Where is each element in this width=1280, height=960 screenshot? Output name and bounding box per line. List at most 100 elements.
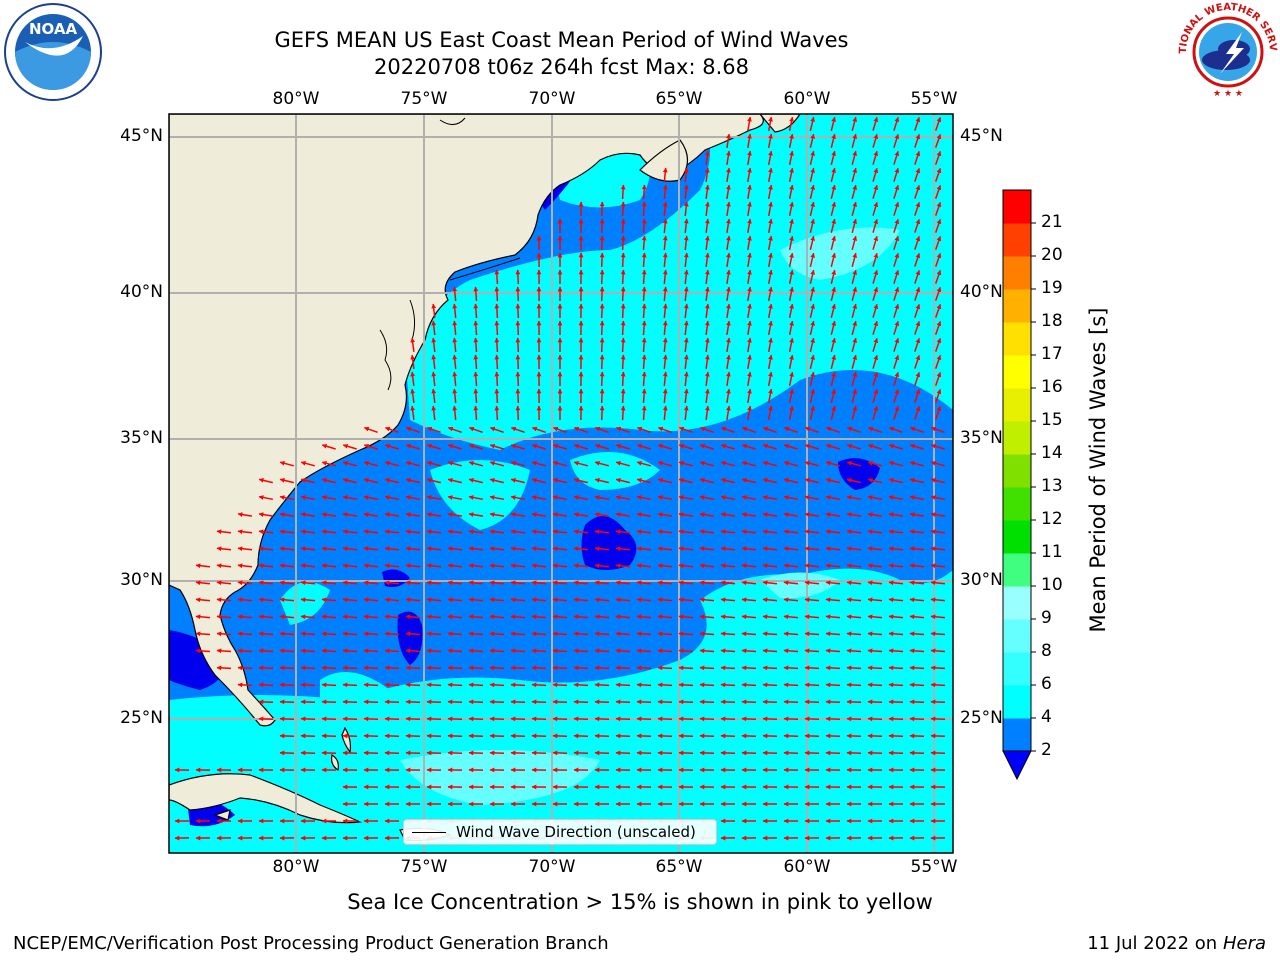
direction-arrow — [804, 563, 820, 569]
footer-host: Hera — [1222, 933, 1266, 954]
direction-arrow — [930, 665, 946, 671]
direction-arrow — [788, 184, 794, 199]
direction-arrow — [195, 580, 211, 586]
direction-arrow — [237, 512, 253, 517]
direction-arrow — [851, 235, 858, 250]
tick-label: 60°W — [783, 89, 831, 109]
direction-arrow — [767, 133, 773, 149]
direction-arrow — [615, 699, 631, 705]
direction-arrow — [888, 546, 904, 552]
direction-arrow — [804, 546, 820, 552]
direction-arrow — [720, 426, 735, 434]
direction-arrow — [825, 460, 840, 467]
direction-arrow — [846, 716, 862, 722]
direction-arrow — [846, 460, 861, 467]
direction-arrow — [930, 460, 945, 467]
direction-arrow — [909, 546, 925, 552]
direction-arrow — [410, 388, 416, 403]
noaa-logo: NOAA — [4, 3, 102, 101]
direction-arrow — [788, 303, 794, 318]
direction-arrow — [678, 699, 694, 705]
direction-arrow — [699, 563, 715, 569]
direction-arrow — [573, 716, 589, 722]
direction-arrow — [825, 665, 841, 671]
direction-arrow — [934, 201, 942, 216]
direction-arrow — [426, 716, 442, 722]
direction-arrow — [783, 597, 799, 603]
direction-arrow — [825, 648, 841, 654]
colorbar-extend-low — [1002, 750, 1032, 781]
direction-arrow — [342, 699, 358, 705]
direction-arrow — [195, 614, 211, 620]
direction-arrow — [867, 546, 883, 552]
direction-arrow — [830, 201, 836, 216]
direction-arrow — [872, 286, 879, 301]
direction-arrow — [704, 405, 710, 420]
direction-arrow — [825, 512, 841, 517]
direction-arrow — [405, 426, 420, 434]
direction-arrow — [615, 716, 631, 722]
direction-arrow — [489, 597, 505, 603]
direction-arrow — [258, 529, 274, 535]
direction-arrow — [363, 631, 379, 637]
direction-arrow — [531, 648, 547, 654]
direction-arrow — [321, 699, 337, 705]
direction-arrow — [678, 546, 694, 552]
direction-arrow — [473, 286, 479, 302]
direction-arrow — [726, 218, 731, 234]
direction-arrow — [747, 116, 752, 132]
direction-arrow — [909, 443, 924, 450]
direction-arrow — [741, 443, 756, 450]
direction-arrow — [641, 235, 647, 251]
direction-arrow — [683, 337, 689, 353]
legend-label: Wind Wave Direction (unscaled) — [456, 823, 696, 841]
direction-arrow — [599, 388, 605, 404]
direction-arrow — [657, 512, 673, 517]
direction-arrow — [699, 665, 715, 671]
direction-arrow — [636, 631, 652, 637]
direction-arrow — [888, 597, 904, 603]
direction-arrow — [909, 665, 925, 671]
direction-arrow — [452, 371, 458, 387]
direction-arrow — [704, 218, 710, 233]
direction-arrow — [363, 716, 379, 722]
colorbar-tick-label: 21 — [1041, 212, 1063, 232]
direction-arrow — [683, 354, 689, 370]
direction-arrow — [615, 597, 631, 603]
direction-arrow — [431, 388, 437, 404]
direction-arrow — [447, 529, 463, 535]
direction-arrow — [809, 320, 815, 335]
direction-arrow — [489, 648, 505, 654]
direction-arrow — [909, 682, 925, 688]
direction-arrow — [788, 337, 794, 352]
direction-arrow — [594, 529, 610, 535]
direction-arrow — [893, 269, 900, 284]
direction-arrow — [489, 580, 505, 586]
tick-label: 70°W — [528, 857, 576, 877]
direction-arrow — [300, 648, 316, 654]
colorbar-tick-label: 17 — [1041, 344, 1063, 364]
tick-label: 75°W — [400, 89, 448, 109]
direction-arrow — [788, 269, 794, 284]
direction-arrow — [683, 269, 689, 285]
direction-arrow — [594, 478, 609, 484]
direction-arrow — [830, 218, 836, 233]
direction-arrow — [384, 597, 400, 603]
direction-arrow — [741, 699, 757, 705]
direction-arrow — [851, 116, 858, 131]
direction-arrow — [494, 354, 500, 370]
direction-arrow — [767, 405, 773, 421]
direction-arrow — [447, 478, 462, 484]
direction-arrow — [893, 133, 900, 148]
direction-arrow — [720, 580, 736, 586]
direction-arrow — [720, 460, 735, 467]
direction-arrow — [747, 286, 752, 302]
direction-arrow — [258, 546, 274, 552]
direction-arrow — [893, 354, 900, 369]
direction-arrow — [342, 546, 358, 552]
direction-arrow — [641, 269, 647, 285]
direction-arrow — [573, 631, 589, 637]
direction-arrow — [552, 699, 568, 705]
direction-arrow — [405, 443, 420, 450]
colorbar-segment — [1003, 487, 1031, 521]
